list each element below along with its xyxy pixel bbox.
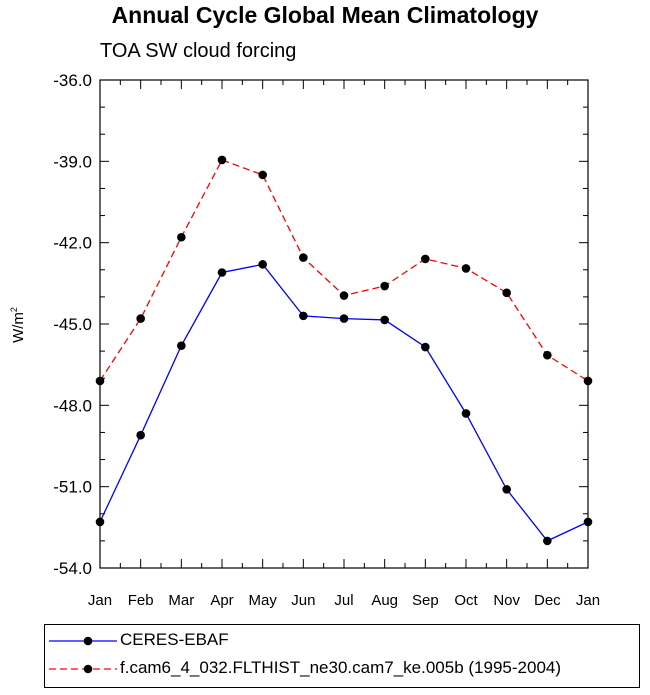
data-point: [258, 170, 267, 180]
legend: CERES-EBAF f.cam6_4_032.FLTHIST_ne30.cam…: [44, 624, 640, 688]
plot-frame: [99, 79, 589, 569]
data-point: [217, 268, 227, 277]
data-point: [543, 536, 552, 546]
y-tick-label: -42.0: [53, 234, 92, 253]
data-point: [299, 253, 308, 262]
y-tick-label: -51.0: [53, 478, 92, 497]
data-point: [339, 314, 349, 323]
x-tick-label: Jan: [576, 592, 600, 609]
data-point: [461, 409, 471, 418]
y-tick-label: -54.0: [53, 559, 92, 578]
data-point: [299, 311, 308, 321]
x-tick-label: May: [248, 592, 277, 609]
data-point: [380, 315, 389, 325]
legend-marker-ceres: [49, 636, 117, 646]
data-point: [136, 430, 145, 440]
data-point: [461, 264, 471, 273]
x-tick-label: Feb: [128, 592, 154, 609]
y-tick-label: -45.0: [53, 315, 92, 334]
data-point: [543, 350, 552, 360]
data-point: [95, 376, 105, 386]
data-point: [258, 260, 267, 269]
data-point: [380, 281, 389, 291]
data-point: [177, 232, 186, 242]
data-point: [583, 376, 593, 386]
data-point: [421, 254, 430, 264]
data-point: [502, 288, 511, 298]
x-tick-label: Jul: [334, 592, 353, 609]
x-tick-label: Sep: [412, 592, 439, 609]
x-tick-label: Apr: [210, 592, 233, 609]
chart-title: Annual Cycle Global Mean Climatology: [111, 2, 539, 28]
data-point: [177, 341, 186, 350]
y-tick-label: -36.0: [53, 71, 92, 90]
data-point: [217, 155, 227, 165]
x-tick-label: Jan: [88, 592, 112, 609]
legend-label-model: f.cam6_4_032.FLTHIST_ne30.cam7_ke.005b (…: [120, 658, 562, 677]
series-line-1: [99, 159, 589, 382]
x-tick-label: Jun: [291, 592, 315, 609]
x-tick-label: Mar: [168, 592, 194, 609]
y-tick-label: -39.0: [53, 152, 92, 171]
legend-marker-model: [49, 664, 117, 674]
legend-item-model: f.cam6_4_032.FLTHIST_ne30.cam7_ke.005b (…: [45, 655, 639, 683]
chart-subtitle: TOA SW cloud forcing: [100, 40, 297, 62]
data-point: [339, 291, 349, 300]
legend-label-ceres: CERES-EBAF: [120, 630, 229, 649]
data-point: [421, 342, 430, 352]
data-point: [95, 517, 105, 527]
x-tick-label: Aug: [371, 592, 398, 609]
data-point: [502, 485, 511, 494]
y-tick-label: -48.0: [53, 396, 92, 415]
x-tick-label: Oct: [454, 592, 478, 609]
x-tick-label: Dec: [534, 592, 561, 609]
data-point: [583, 517, 593, 527]
legend-item-ceres: CERES-EBAF: [45, 627, 639, 655]
data-point: [136, 314, 145, 323]
x-tick-label: Nov: [493, 592, 520, 609]
